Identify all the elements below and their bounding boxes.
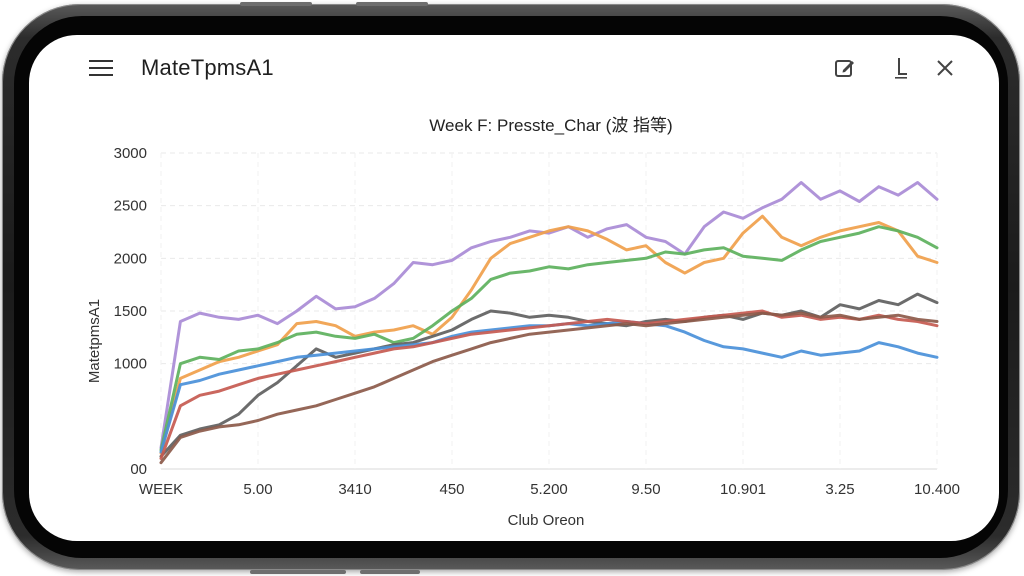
x-tick-label: 450	[439, 481, 464, 498]
y-tick-label: 1000	[114, 356, 147, 373]
series-line-2	[159, 214, 939, 455]
side-button	[360, 570, 420, 574]
line-chart: 00 1000 1500 2000 2500 3000 WEEK 5.00 3410 450 5.…	[86, 116, 960, 529]
close-button[interactable]	[929, 53, 961, 83]
y-tick-label: 1500	[114, 303, 147, 320]
app-screen: MateTpmsA1	[29, 35, 999, 541]
edit-square-icon	[835, 60, 854, 77]
hamburger-menu-icon	[89, 60, 113, 76]
menu-button[interactable]	[85, 53, 117, 83]
series-line-3	[159, 225, 939, 452]
y-tick-label: 00	[130, 461, 147, 478]
x-tick-label: 10.901	[720, 481, 766, 498]
y-tick-label: 3000	[114, 145, 147, 162]
series-line-1	[159, 181, 939, 450]
x-tick-label: 3.25	[825, 481, 854, 498]
x-tick-label: 5.200	[530, 481, 568, 498]
app-title: MateTpmsA1	[141, 55, 274, 80]
side-button	[240, 2, 312, 6]
x-tick-label: WEEK	[139, 481, 183, 498]
x-axis-label: Club Oreon	[508, 512, 585, 529]
edit-button[interactable]	[829, 53, 861, 83]
y-axis-label: MatetpmsA1	[86, 299, 103, 383]
side-button	[356, 2, 428, 6]
x-tick-label: 10.400	[914, 481, 960, 498]
close-icon	[937, 60, 953, 76]
y-axis-ticks: 00 1000 1500 2000 2500 3000	[114, 145, 147, 478]
side-button	[250, 570, 346, 574]
series-line-7	[159, 311, 939, 465]
y-tick-label: 2000	[114, 250, 147, 267]
download-line-icon	[895, 58, 907, 79]
x-tick-label: 9.50	[631, 481, 660, 498]
series-line-6	[159, 309, 939, 460]
phone-frame: MateTpmsA1	[2, 4, 1020, 570]
x-axis-ticks: WEEK 5.00 3410 450 5.200 9.50 10.901 3.25 10.400	[139, 481, 960, 498]
y-tick-label: 2500	[114, 198, 147, 215]
app-bar: MateTpmsA1	[29, 35, 999, 101]
export-button[interactable]	[885, 53, 917, 83]
chart-area: 00 1000 1500 2000 2500 3000 WEEK 5.00 3410 450 5.…	[29, 101, 999, 541]
x-tick-label: 3410	[338, 481, 371, 498]
series-lines	[159, 181, 939, 465]
x-tick-label: 5.00	[243, 481, 272, 498]
grid	[160, 152, 938, 470]
chart-title: Week F: Presste_Char (波 指等)	[429, 116, 672, 135]
